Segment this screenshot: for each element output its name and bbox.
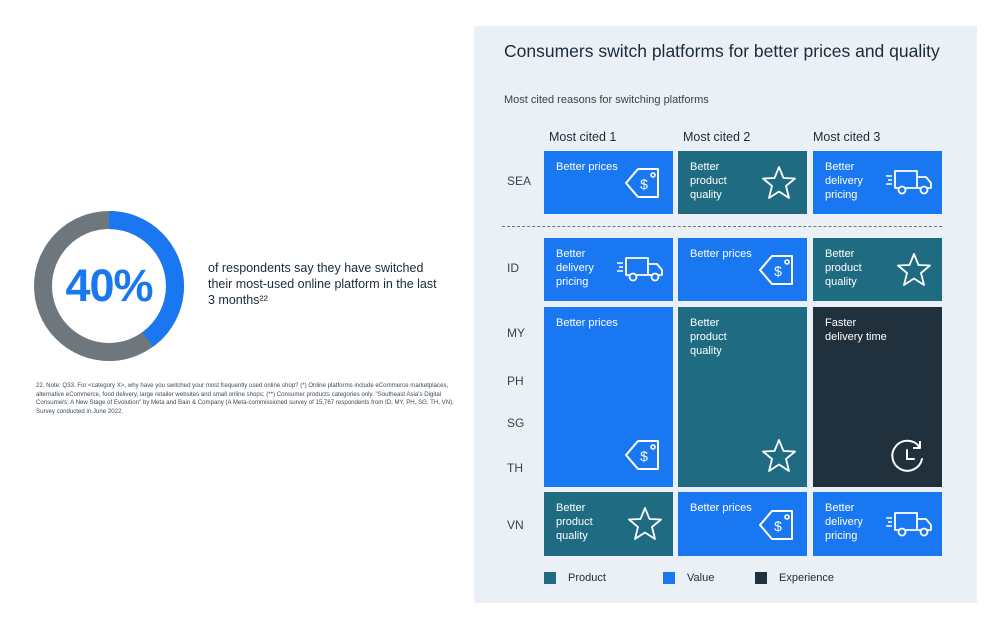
cell-label: Better prices xyxy=(556,317,618,329)
delivery-truck-icon xyxy=(886,512,932,537)
cell-vn-3: Better delivery pricing xyxy=(813,492,942,556)
cell-sea-2: Better product quality xyxy=(678,151,807,214)
cell-my-th-1: Better prices $ xyxy=(544,307,673,487)
reasons-panel: Consumers switch platforms for better pr… xyxy=(474,26,977,603)
cell-label: Better delivery pricing xyxy=(825,161,863,201)
column-header-3: Most cited 3 xyxy=(813,130,881,144)
svg-text:$: $ xyxy=(640,176,648,192)
cell-label: Better product quality xyxy=(690,317,727,357)
cell-label: Better delivery pricing xyxy=(825,502,863,542)
svg-text:$: $ xyxy=(774,263,782,279)
row-label-my: MY xyxy=(507,326,525,340)
cell-my-th-3: Faster delivery time xyxy=(813,307,942,487)
footnote: 22. Note: Q33. For <category X>, why hav… xyxy=(36,382,454,415)
row-label-ph: PH xyxy=(507,374,524,388)
cell-label: Better product quality xyxy=(690,161,727,201)
cell-label: Better product quality xyxy=(556,502,593,542)
row-label-id: ID xyxy=(507,261,519,275)
legend-swatch-experience xyxy=(755,572,767,584)
price-tag-icon: $ xyxy=(759,255,793,285)
chart-title: Consumers switch platforms for better pr… xyxy=(504,41,940,61)
stat-percent: 40% xyxy=(65,260,153,311)
cell-id-3: Better product quality xyxy=(813,238,942,301)
stat-description: of respondents say they have switched th… xyxy=(208,261,437,307)
cell-label: Better product quality xyxy=(825,248,862,288)
star-icon xyxy=(762,439,796,472)
svg-text:$: $ xyxy=(774,518,782,534)
cell-label: Better delivery pricing xyxy=(556,248,594,288)
price-tag-icon: $ xyxy=(625,440,659,470)
legend-swatch-value xyxy=(663,572,675,584)
legend-label-experience: Experience xyxy=(779,572,835,584)
row-label-sea: SEA xyxy=(507,174,532,188)
legend-product: Product xyxy=(544,572,606,584)
donut-chart xyxy=(34,211,184,361)
cell-label: Faster delivery time xyxy=(825,317,887,343)
price-tag-icon: $ xyxy=(625,168,659,198)
row-label-th: TH xyxy=(507,461,523,475)
star-icon xyxy=(628,507,662,540)
row-label-vn: VN xyxy=(507,518,524,532)
clock-icon xyxy=(891,439,923,472)
cell-id-1: Better delivery pricing xyxy=(544,238,673,301)
legend-value: Value xyxy=(663,572,714,584)
legend-label-product: Product xyxy=(568,572,606,584)
legend-experience: Experience xyxy=(755,572,834,584)
cell-vn-1: Better product quality xyxy=(544,492,673,556)
delivery-truck-icon xyxy=(617,257,663,282)
delivery-truck-icon xyxy=(886,170,932,195)
donut-value-arc xyxy=(34,211,184,361)
cell-label: Better prices xyxy=(556,161,618,173)
cell-id-2: Better prices $ xyxy=(678,238,807,301)
star-icon xyxy=(762,166,796,199)
cell-vn-2: Better prices $ xyxy=(678,492,807,556)
svg-text:$: $ xyxy=(640,448,648,464)
star-icon xyxy=(897,253,931,286)
cell-label: Better prices xyxy=(690,248,752,260)
cell-sea-3: Better delivery pricing xyxy=(813,151,942,214)
chart-subtitle: Most cited reasons for switching platfor… xyxy=(504,94,709,106)
price-tag-icon: $ xyxy=(759,510,793,540)
cell-sea-1: Better prices $ xyxy=(544,151,673,214)
column-header-1: Most cited 1 xyxy=(549,130,617,144)
cell-label: Better prices xyxy=(690,502,752,514)
legend-swatch-product xyxy=(544,572,556,584)
legend-label-value: Value xyxy=(687,572,715,584)
row-label-sg: SG xyxy=(507,416,525,430)
cell-my-th-2: Better product quality xyxy=(678,307,807,487)
sea-divider xyxy=(502,226,942,227)
column-header-2: Most cited 2 xyxy=(683,130,751,144)
